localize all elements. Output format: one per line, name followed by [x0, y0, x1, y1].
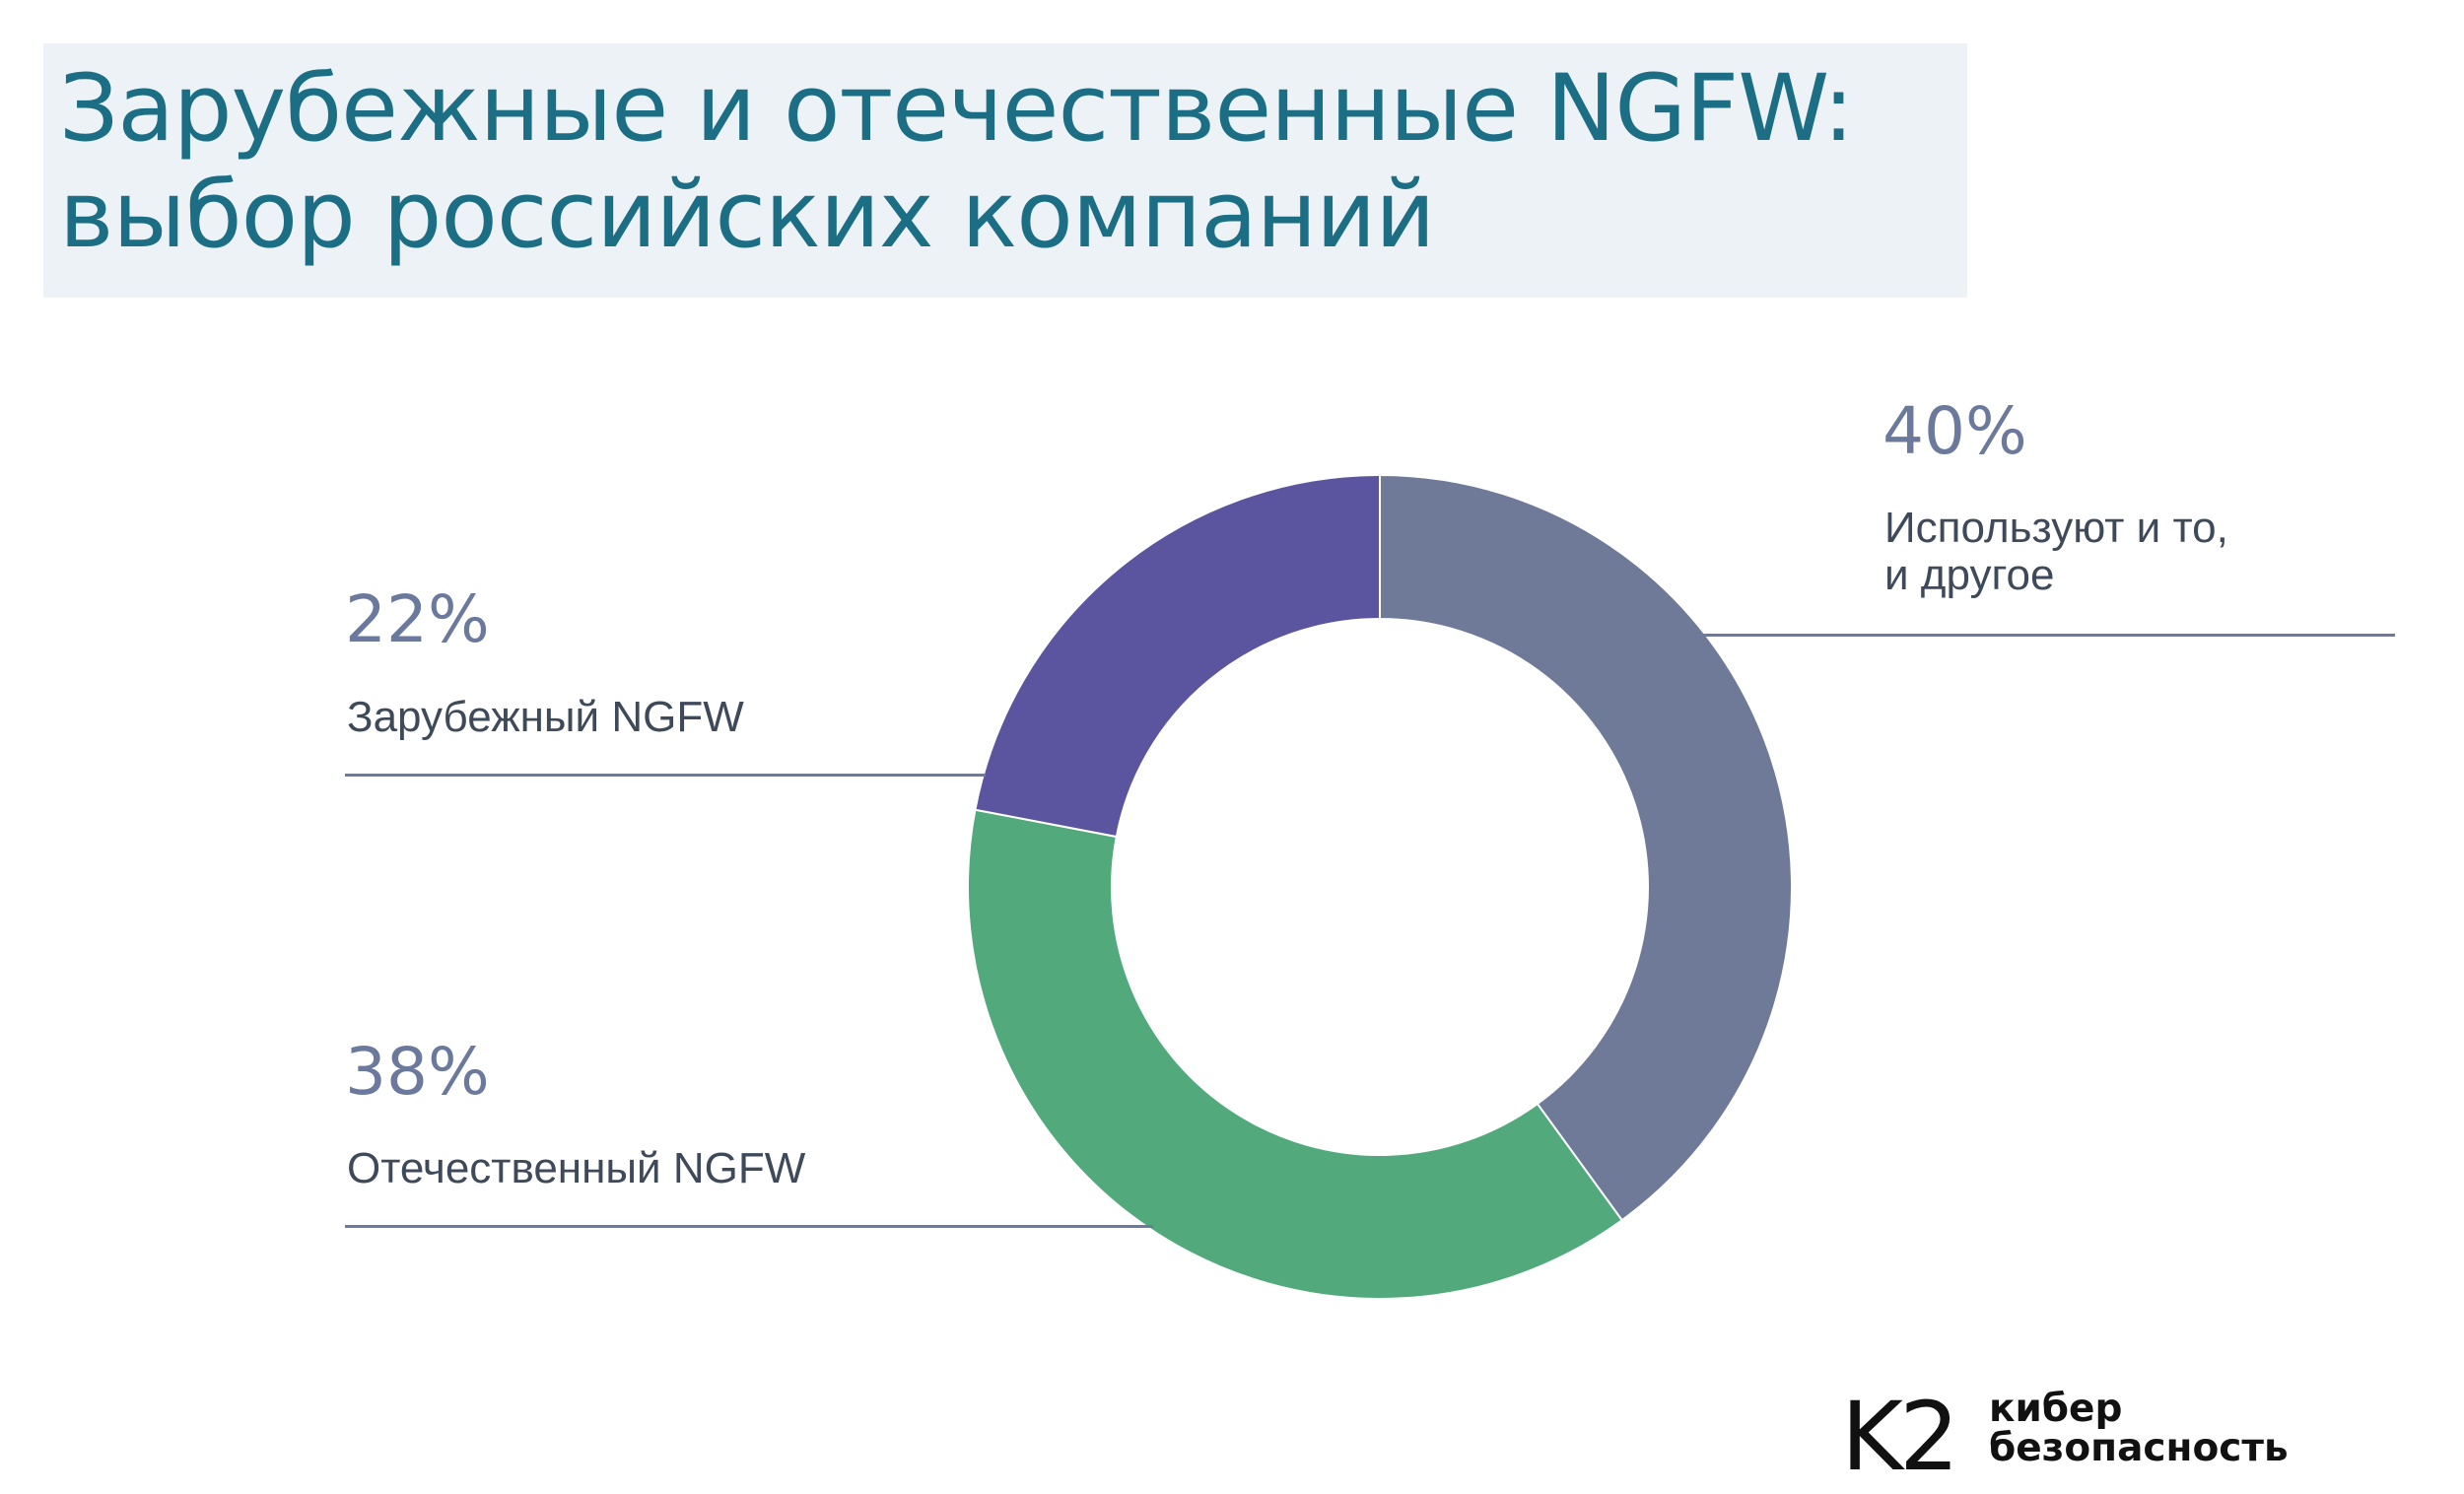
data-label-foreign-pct: 22%: [345, 581, 490, 657]
data-label-both-pct: 40%: [1882, 393, 2027, 469]
callout-line-foreign: [345, 774, 986, 777]
data-label-domestic-pct: 38%: [345, 1034, 490, 1110]
title-banner: Зарубежные и отечественные NGFW: выбор р…: [43, 43, 1967, 298]
data-label-both-line2: и другое: [1884, 551, 2055, 599]
chart-title-line-1: Зарубежные и отечественные NGFW:: [59, 55, 1854, 163]
pie-slice-2: [967, 808, 1624, 1300]
logo-line-1: кибер: [1989, 1387, 2123, 1431]
logo-wordmark: кибер безопасность: [1989, 1390, 2289, 1468]
pie-slice-1: [1379, 473, 1793, 1222]
pie-slice-3: [974, 473, 1381, 839]
chart-title-line-2: выбор российских компаний: [59, 162, 1435, 269]
logo-mark: K2: [1841, 1382, 1959, 1492]
callout-line-both: [1695, 634, 2395, 637]
callout-line-domestic: [345, 1225, 1153, 1228]
logo-line-2: безопасность: [1989, 1426, 2289, 1470]
data-label-domestic-text: Отечественный NGFW: [347, 1144, 806, 1192]
data-label-both-line1: Используют и то,: [1884, 504, 2228, 552]
data-label-foreign-text: Зарубежный NGFW: [347, 693, 744, 741]
